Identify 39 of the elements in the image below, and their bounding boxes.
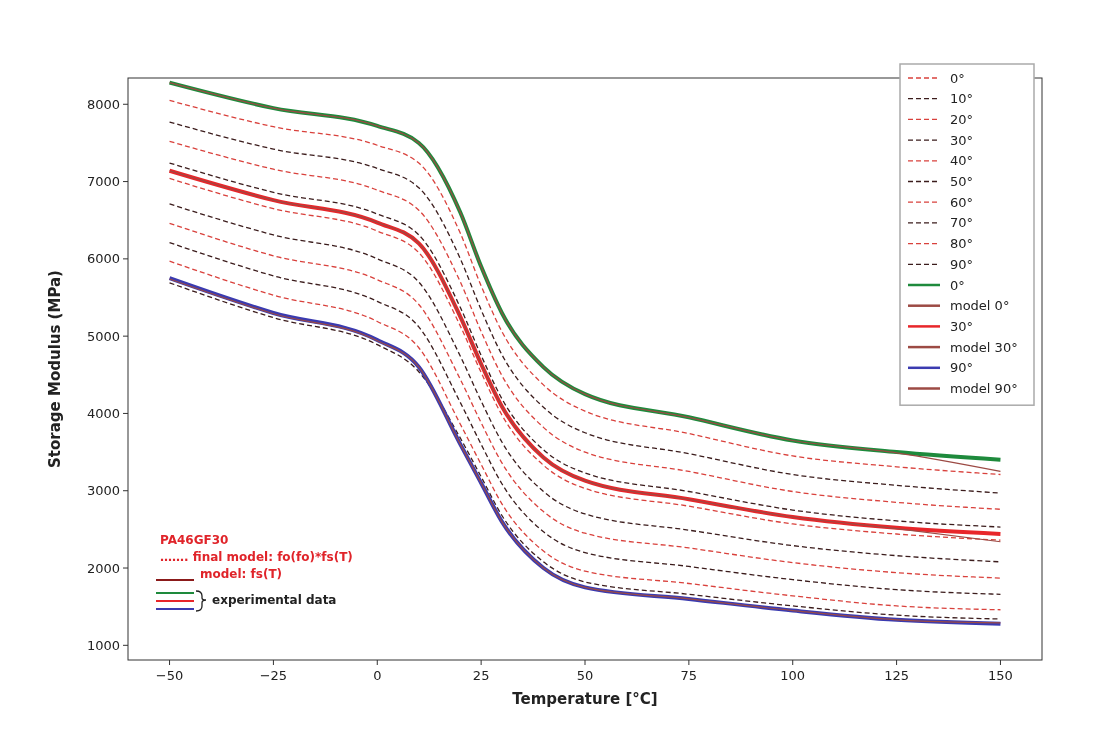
y-tick-label: 8000 [86,96,120,112]
y-tick-label: 1000 [86,637,120,653]
y-tick-label: 3000 [86,483,120,499]
legend-label: 30° [950,132,974,148]
x-tick-label: 100 [780,668,806,683]
x-tick-label: 75 [680,668,698,683]
y-tick-label: 2000 [86,560,120,576]
x-tick-label: 0 [373,668,382,683]
legend-label: model 0° [950,298,1010,314]
y-axis-title: Storage Modulus (MPa) [46,270,64,468]
x-tick-label: 150 [988,668,1013,683]
x-tick-label: 125 [884,668,909,683]
x-tick-label: −25 [259,668,288,683]
legend-label: 0° [950,277,965,293]
legend-label: 90° [950,256,974,272]
legend-label: 10° [950,91,974,107]
legend-label: 20° [950,111,974,127]
legend-label: 40° [950,153,974,169]
annotation: PA46GF30 [160,533,229,547]
y-tick-label: 7000 [86,174,120,190]
legend-label: 0° [950,70,965,86]
legend-label: 30° [950,318,974,334]
y-tick-label: 4000 [86,405,120,421]
y-tick-label: 6000 [86,251,120,267]
legend-label: model 90° [950,381,1018,396]
x-tick-label: 50 [576,668,594,683]
x-axis-title: Temperature [°C] [512,690,658,708]
legend-label: model 30° [950,339,1018,355]
x-tick-label: −50 [155,668,184,683]
annotation: experimental data [212,593,337,607]
legend-label: 90° [950,360,974,376]
legend-label: 70° [950,215,974,231]
x-tick-label: 25 [472,668,490,683]
legend-label: 50° [950,174,974,189]
y-tick-label: 5000 [86,328,120,344]
annotation: model: fs(T) [200,567,283,581]
annotation: ……. final model: fo(fo)*fs(T) [160,550,353,564]
legend-label: 80° [950,236,974,252]
legend-label: 60° [950,194,974,210]
